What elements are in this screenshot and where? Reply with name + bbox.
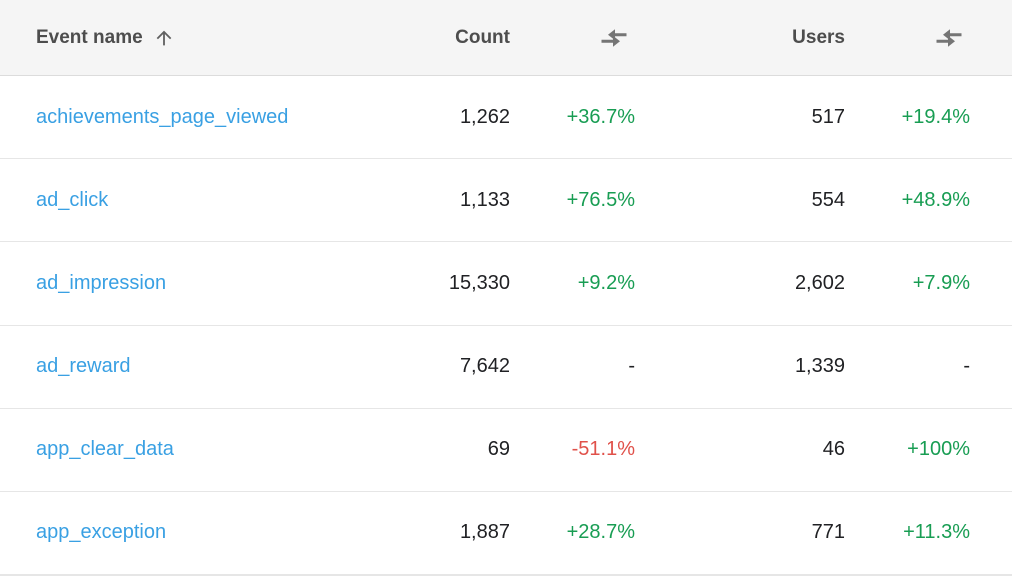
count-value: 1,262 xyxy=(459,105,510,128)
count-change-value: -51.1% xyxy=(571,438,635,461)
users-change-value: +19.4% xyxy=(901,105,970,128)
header-cell-event-name[interactable]: Event name xyxy=(36,27,360,49)
table-row: achievements_page_viewed 1,262 +36.7% 51… xyxy=(0,76,1012,160)
users-change-value: - xyxy=(963,355,970,378)
compare-arrows-icon xyxy=(599,25,629,51)
header-cell-users-change[interactable] xyxy=(845,25,970,51)
event-name-link[interactable]: achievements_page_viewed xyxy=(36,105,289,128)
users-header-label: Users xyxy=(792,26,845,48)
users-change-value: +48.9% xyxy=(901,188,970,211)
header-cell-count[interactable]: Count xyxy=(360,27,510,49)
table-header-row: Event name Count Users xyxy=(0,0,1012,76)
compare-arrows-icon xyxy=(934,25,964,51)
arrow-upward-icon xyxy=(153,27,175,49)
count-value: 1,133 xyxy=(459,188,510,211)
table-body: achievements_page_viewed 1,262 +36.7% 51… xyxy=(0,76,1012,575)
event-name-header-label: Event name xyxy=(36,26,143,48)
users-change-value: +100% xyxy=(907,438,970,461)
table-row: ad_impression 15,330 +9.2% 2,602 +7.9% xyxy=(0,242,1012,326)
count-change-value: +36.7% xyxy=(566,105,635,128)
count-value: 15,330 xyxy=(448,271,510,294)
event-name-link[interactable]: app_exception xyxy=(36,521,167,544)
table-row: app_exception 1,887 +28.7% 771 +11.3% xyxy=(0,491,1012,575)
event-name-link[interactable]: ad_click xyxy=(36,188,109,211)
event-name-link[interactable]: ad_reward xyxy=(36,355,131,378)
users-value: 554 xyxy=(811,188,845,211)
count-change-value: +9.2% xyxy=(577,271,635,294)
users-value: 1,339 xyxy=(794,355,845,378)
count-change-value: +28.7% xyxy=(566,521,635,544)
table-row: app_clear_data 69 -51.1% 46 +100% xyxy=(0,408,1012,492)
users-value: 517 xyxy=(811,105,845,128)
header-cell-count-change[interactable] xyxy=(510,25,635,51)
count-value: 1,887 xyxy=(459,521,510,544)
header-cell-users[interactable]: Users xyxy=(635,27,845,49)
count-value: 7,642 xyxy=(459,355,510,378)
table-row: ad_reward 7,642 - 1,339 - xyxy=(0,325,1012,409)
count-change-value: +76.5% xyxy=(566,188,635,211)
count-value: 69 xyxy=(487,438,510,461)
count-header-label: Count xyxy=(455,26,510,48)
table-row: ad_click 1,133 +76.5% 554 +48.9% xyxy=(0,159,1012,243)
count-change-value: - xyxy=(628,355,635,378)
users-value: 46 xyxy=(822,438,845,461)
event-name-link[interactable]: app_clear_data xyxy=(36,438,174,461)
users-change-value: +11.3% xyxy=(903,521,970,544)
users-value: 2,602 xyxy=(794,271,845,294)
users-change-value: +7.9% xyxy=(912,271,970,294)
event-name-link[interactable]: ad_impression xyxy=(36,271,167,294)
users-value: 771 xyxy=(811,521,845,544)
